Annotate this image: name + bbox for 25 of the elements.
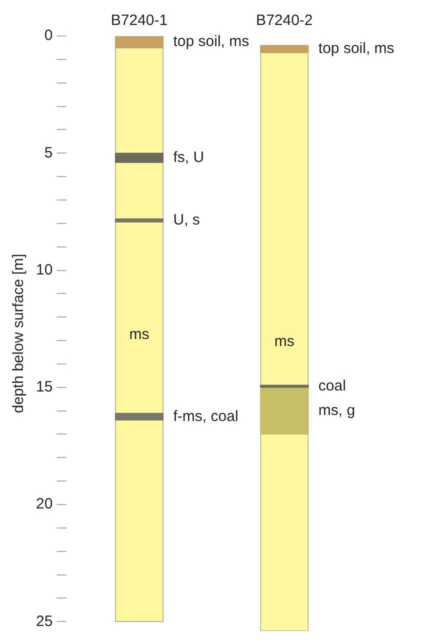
- series-label: coal: [318, 377, 346, 394]
- y-tick-label: 10: [36, 261, 53, 278]
- bar: [114, 218, 164, 223]
- x-tick-label: B7240-2: [256, 12, 313, 30]
- bar: [114, 412, 164, 421]
- bar: [114, 152, 164, 163]
- y-tick-label: 25: [36, 612, 53, 630]
- y-axis-title: depth below surface [m]: [10, 254, 28, 414]
- series-label: top soil, ms: [318, 40, 394, 58]
- y-tick-label: 0: [44, 27, 53, 44]
- bar: [260, 387, 309, 435]
- bar: [260, 384, 309, 388]
- series-label: top soil, ms: [173, 33, 250, 50]
- series-label: U, s: [173, 212, 200, 229]
- series-label: fs, U: [173, 148, 204, 166]
- x-tick-label: B7240-1: [110, 12, 168, 30]
- series-label: f-ms, coal: [173, 408, 238, 425]
- y-tick-label: 15: [36, 378, 53, 396]
- bar: [114, 36, 164, 48]
- y-tick-label: 5: [44, 144, 53, 162]
- series-label: ms, g: [318, 402, 356, 419]
- series-label: ms: [129, 326, 150, 343]
- text: ms: [274, 332, 294, 350]
- y-tick-label: 20: [36, 496, 53, 513]
- bar: [260, 45, 309, 53]
